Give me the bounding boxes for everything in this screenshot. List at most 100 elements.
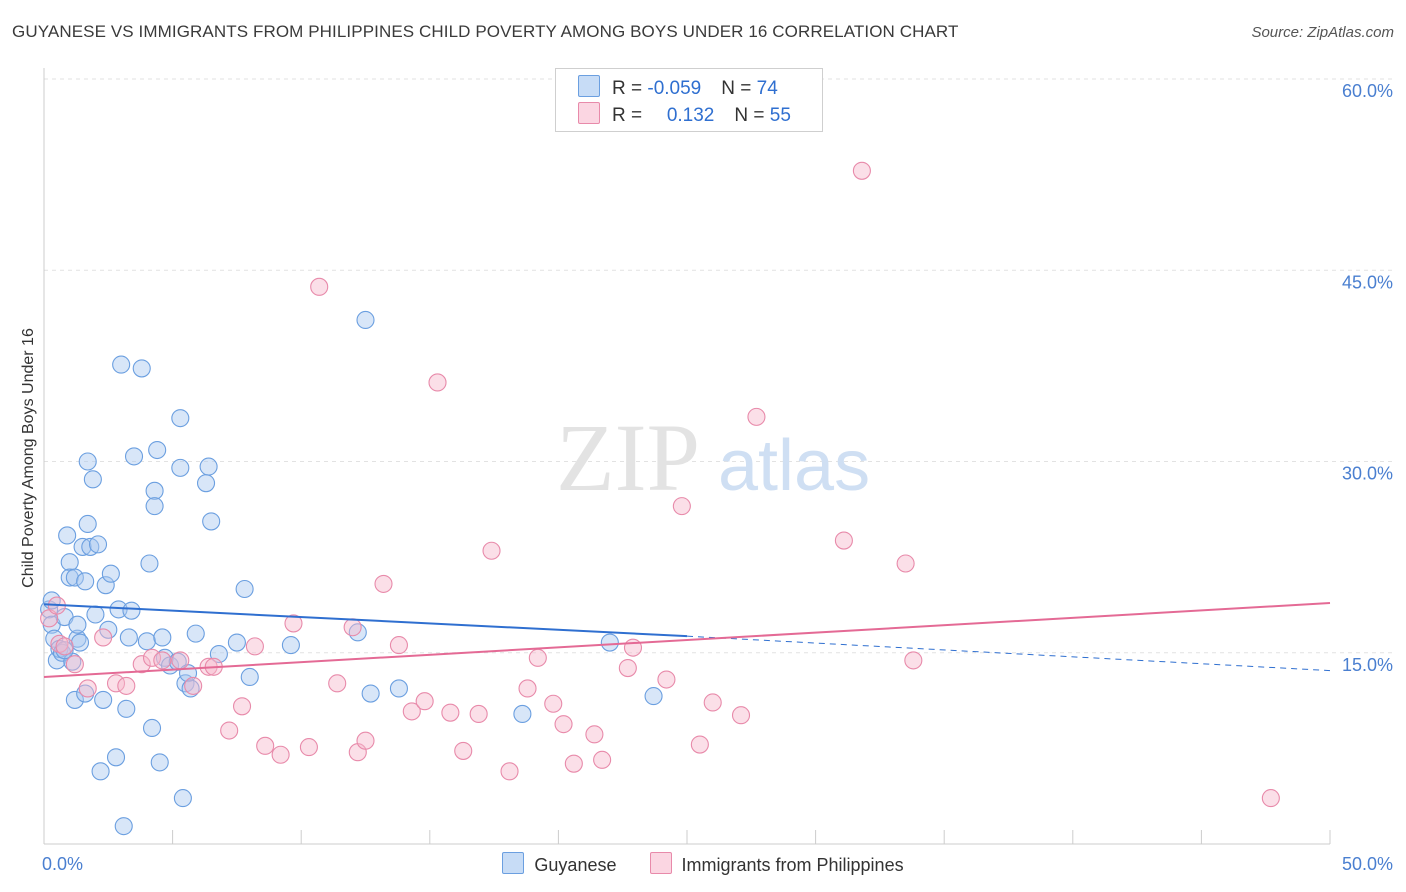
point-philippines-37 <box>500 762 519 781</box>
point-guyanese-19 <box>78 452 97 471</box>
point-guyanese-49 <box>173 789 192 808</box>
legend-r-value: -0.059 <box>647 78 702 99</box>
point-philippines-48 <box>672 497 691 516</box>
point-guyanese-43 <box>150 753 169 772</box>
point-guyanese-33 <box>119 628 138 647</box>
point-guyanese-67 <box>513 704 532 724</box>
point-philippines-11 <box>153 651 172 670</box>
point-guyanese-40 <box>145 481 164 500</box>
legend-r-value: 0.132 <box>666 105 715 126</box>
y-tick-label-2: 45.0% <box>1342 272 1393 292</box>
point-philippines-49 <box>690 735 709 754</box>
legend-n-value: 74 <box>756 78 778 99</box>
point-philippines-2 <box>50 634 69 653</box>
point-philippines-3 <box>55 637 74 656</box>
trend-line-philippines <box>43 602 1331 678</box>
bottom-legend: Guyanese Immigrants from Philippines <box>0 852 1406 876</box>
point-guyanese-48 <box>171 458 190 477</box>
point-philippines-57 <box>1261 789 1280 808</box>
point-guyanese-28 <box>106 748 126 767</box>
point-guyanese-8 <box>60 553 79 572</box>
point-guyanese-64 <box>356 310 375 330</box>
watermark: ZIP atlas <box>556 404 870 511</box>
point-guyanese-14 <box>68 615 87 634</box>
point-philippines-5 <box>78 679 97 698</box>
point-guyanese-25 <box>96 576 115 595</box>
legend-n-label: N = <box>734 105 770 126</box>
point-guyanese-54 <box>186 624 205 643</box>
point-philippines-24 <box>328 674 347 693</box>
point-guyanese-55 <box>196 474 216 493</box>
point-philippines-18 <box>245 637 264 656</box>
point-philippines-29 <box>389 636 408 655</box>
point-philippines-35 <box>469 704 488 724</box>
axes <box>43 68 1331 845</box>
point-philippines-21 <box>284 614 303 633</box>
point-philippines-22 <box>299 738 318 757</box>
bottom-legend-label-guyanese: Guyanese <box>534 855 617 875</box>
gridlines <box>44 78 1393 654</box>
point-philippines-7 <box>106 674 126 693</box>
legend-n-value: 55 <box>769 105 791 126</box>
point-philippines-28 <box>374 574 393 593</box>
point-guyanese-15 <box>73 537 92 556</box>
legend-n-label: N = <box>721 78 757 99</box>
trend-lines <box>43 602 1331 678</box>
y-tick-label-0: 15.0% <box>1342 655 1393 675</box>
point-philippines-33 <box>441 703 460 722</box>
point-guyanese-41 <box>145 497 164 516</box>
point-philippines-32 <box>428 373 447 392</box>
point-philippines-30 <box>402 702 421 721</box>
point-philippines-20 <box>271 745 290 764</box>
legend: R = -0.059 N = 74 R = 0.132 N = 55 <box>555 68 823 132</box>
bottom-legend-label-philippines: Immigrants from Philippines <box>681 855 904 875</box>
watermark-atlas: atlas <box>718 426 870 506</box>
legend-r-label: R = <box>612 78 648 99</box>
point-guyanese-72 <box>70 633 90 652</box>
point-philippines-51 <box>731 706 751 725</box>
point-guyanese-62 <box>281 636 300 655</box>
point-guyanese-38 <box>140 554 159 573</box>
point-guyanese-18 <box>78 514 97 534</box>
bottom-legend-swatch-guyanese <box>502 852 525 874</box>
chart-title: GUYANESE VS IMMIGRANTS FROM PHILIPPINES … <box>12 22 959 41</box>
legend-row-guyanese: R = -0.059 N = 74 <box>578 75 778 99</box>
point-philippines-46 <box>623 638 643 657</box>
point-guyanese-50 <box>171 409 190 428</box>
point-guyanese-17 <box>76 572 95 591</box>
y-tick-label-1: 30.0% <box>1342 464 1393 484</box>
point-guyanese-23 <box>91 762 110 781</box>
point-guyanese-56 <box>199 457 218 476</box>
point-philippines-16 <box>220 721 239 740</box>
legend-r-label: R = <box>612 105 648 126</box>
series-guyanese <box>40 310 663 836</box>
bottom-legend-swatch-philippines <box>649 852 672 874</box>
point-guyanese-68 <box>600 633 619 652</box>
point-philippines-12 <box>171 651 190 670</box>
bottom-legend-philippines: Immigrants from Philippines <box>649 852 904 876</box>
point-guyanese-2 <box>45 629 64 648</box>
point-philippines-4 <box>65 655 84 674</box>
point-guyanese-30 <box>112 355 131 374</box>
point-philippines-17 <box>232 697 252 716</box>
point-philippines-54 <box>852 161 871 180</box>
point-guyanese-39 <box>142 718 162 738</box>
point-philippines-43 <box>585 725 604 744</box>
point-philippines-8 <box>117 676 136 695</box>
point-philippines-56 <box>904 651 923 670</box>
legend-swatch-guyanese <box>578 75 600 97</box>
point-philippines-53 <box>834 531 853 550</box>
point-philippines-23 <box>310 277 329 296</box>
point-guyanese-7 <box>58 526 77 545</box>
point-philippines-27 <box>356 731 375 750</box>
point-guyanese-53 <box>181 679 200 698</box>
point-guyanese-12 <box>65 568 84 587</box>
point-guyanese-35 <box>124 447 144 466</box>
point-guyanese-60 <box>235 579 254 599</box>
point-guyanese-42 <box>148 440 167 460</box>
point-guyanese-24 <box>94 690 113 709</box>
point-philippines-31 <box>415 692 434 711</box>
point-philippines-9 <box>132 655 151 674</box>
point-philippines-34 <box>454 741 473 760</box>
